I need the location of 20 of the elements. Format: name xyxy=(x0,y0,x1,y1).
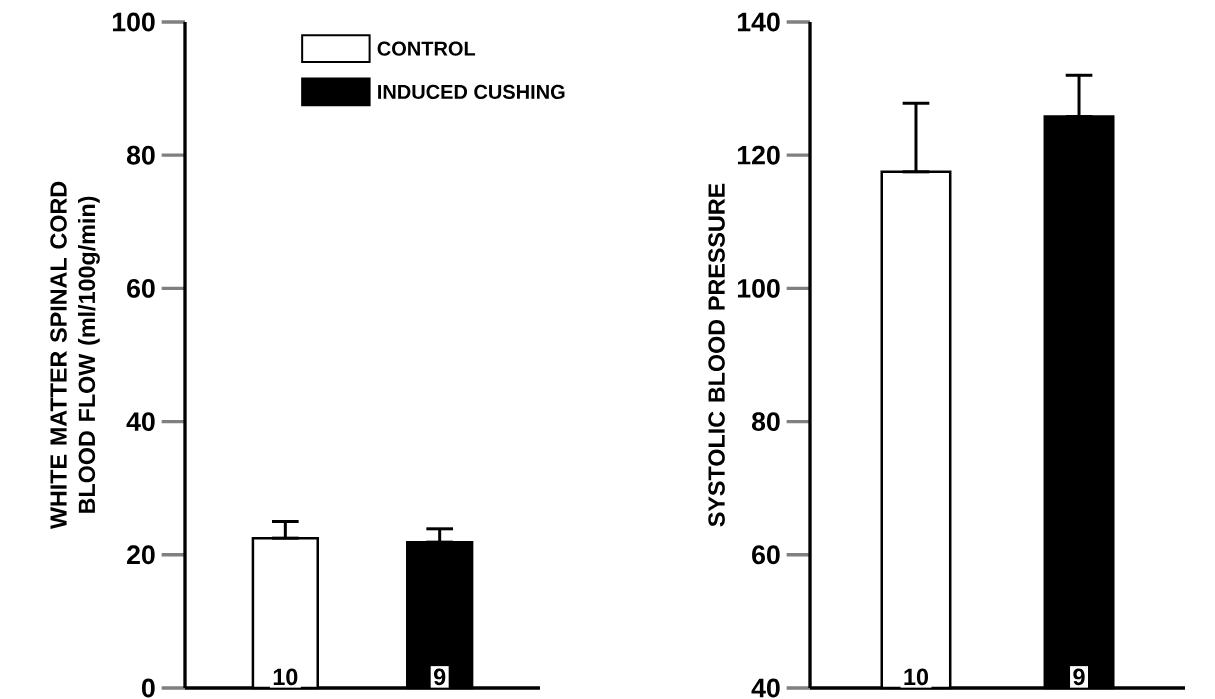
legend-label: CONTROL xyxy=(377,41,476,56)
y-axis-title: SYSTOLIC BLOOD PRESSURE xyxy=(708,183,725,527)
y-tick-label: 100 xyxy=(112,12,155,32)
y-tick-label: 100 xyxy=(737,278,780,298)
y-tick-label: 80 xyxy=(126,145,155,165)
y-tick-label: 20 xyxy=(127,545,155,565)
annotation: 10 xyxy=(904,668,928,686)
y-tick-label: 140 xyxy=(737,12,780,32)
y-tick-label: 0 xyxy=(142,678,155,698)
y-tick-label: 40 xyxy=(126,412,155,432)
y-tick-label: 60 xyxy=(752,545,780,565)
legend-label: INDUCED CUSHING xyxy=(378,84,565,99)
y-tick-label: 120 xyxy=(737,145,780,165)
annotation: 9 xyxy=(434,668,446,686)
y-axis-title: WHITE MATTER SPINAL CORD BLOOD FLOW (ml/100g/min) xyxy=(50,181,100,530)
y-tick-label: 40 xyxy=(751,678,780,698)
y-tick-label: 60 xyxy=(127,278,155,298)
y-tick-label: 80 xyxy=(751,412,780,432)
annotation: 10 xyxy=(273,668,298,686)
annotation: 9 xyxy=(1073,668,1085,686)
